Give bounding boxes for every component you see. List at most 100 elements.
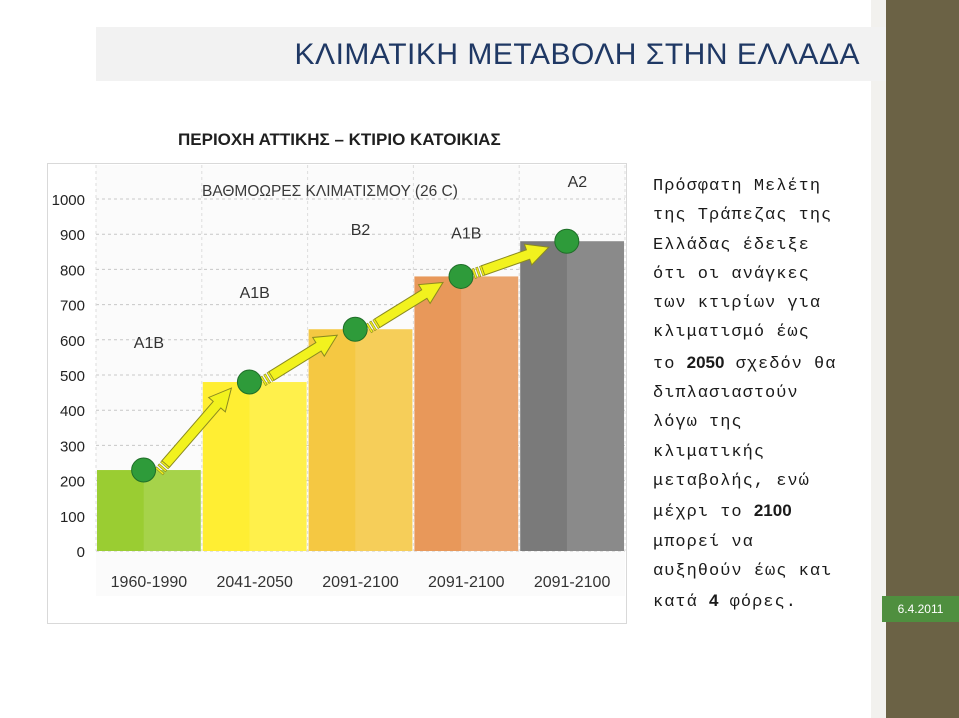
side-text-line: κατά 4 φόρες. (653, 586, 865, 617)
arrow-body (480, 243, 550, 276)
y-tick-label: 500 (60, 368, 85, 385)
y-tick-label: 700 (60, 298, 85, 315)
side-text-segment: της Τράπεζας της (653, 206, 833, 226)
title-bar (96, 27, 886, 81)
y-tick-label: 400 (60, 403, 85, 420)
side-text-segment: Πρόσφατη Μελέτη (653, 177, 822, 196)
value-marker (236, 369, 262, 395)
arrow-tail-stripe (475, 266, 482, 278)
bar-shade (461, 276, 519, 551)
side-text-segment: κατά (653, 593, 710, 613)
bar-chart: 0 100 200 300 400 500 600 700 800 900 1000 1960-19… (51, 165, 626, 591)
bar (97, 470, 201, 551)
x-tick-label: 2041-2050 (216, 574, 293, 591)
arrow-body (161, 387, 233, 469)
side-text-emphasis: 2050 (686, 352, 725, 372)
side-text-line: αυξηθούν έως και (653, 557, 865, 586)
bar-shade (249, 382, 307, 551)
arrow-tail-stripe (157, 463, 168, 473)
y-tick-label: 900 (60, 227, 85, 244)
side-text-segment: κλιματικής (653, 442, 766, 462)
arrow-tail-stripe (471, 268, 478, 279)
side-text-segment: το (653, 354, 687, 374)
side-text-segment: ότι οι ανάγκες (653, 264, 810, 284)
bar (202, 382, 307, 551)
side-text-line: διπλασιαστούν (653, 379, 865, 408)
side-text-segment: κλιματισμό έως (653, 323, 810, 343)
side-text-segment: διπλασιαστούν (653, 384, 799, 404)
trend-arrow (365, 281, 444, 334)
side-text-segment: αυξηθούν έως και (653, 561, 833, 581)
y-tick-label: 200 (60, 474, 85, 491)
scenario-label: B2 (351, 222, 371, 239)
chart-title: ΠΕΡΙΟΧΗ ΑΤΤΙΚΗΣ – ΚΤΙΡΙΟ ΚΑΤΟΙΚΙΑΣ (178, 130, 501, 149)
bar (414, 276, 519, 551)
x-tick-label: 2091-2100 (322, 574, 399, 591)
side-text-segment: λόγω της (653, 413, 743, 433)
arrow-tail-stripe (259, 375, 268, 386)
arrow-body (268, 334, 339, 381)
arrow-tail-stripe (479, 265, 486, 277)
side-text-line: μεταβολής, ενώ (653, 467, 865, 496)
arrow-tail-stripe (365, 322, 374, 334)
scenario-label: A1B (134, 335, 164, 352)
bar-shade (355, 329, 413, 551)
bar (308, 329, 413, 551)
arrow-tail-stripe (372, 318, 381, 329)
side-text-line: κλιματικής (653, 438, 865, 467)
date-badge (882, 596, 959, 622)
side-text-emphasis: 2100 (753, 501, 792, 521)
arrow-tail-stripe (263, 373, 272, 384)
y-tick-label: 800 (60, 262, 85, 279)
side-text-line: Ελλάδας έδειξε (653, 231, 865, 260)
slide-title: ΚΛΙΜΑΤΙΚΗ ΜΕΤΑΒΟΛΗ ΣΤΗΝ ΕΛΛΑΔΑ (294, 38, 860, 71)
y-tick-label: 300 (60, 438, 85, 455)
bar-shade (143, 470, 201, 551)
side-text-segment: σχεδόν θα (724, 354, 837, 374)
value-marker (554, 228, 580, 254)
arrow-tail-stripe (369, 320, 377, 332)
y-tick-label: 1000 (52, 192, 85, 209)
right-edge-strip (871, 0, 886, 718)
side-text-line: των κτιρίων για (653, 289, 865, 318)
value-marker (448, 263, 474, 289)
chart-subtitle: ΒΑΘΜΟΩΡΕΣ ΚΛΙΜΑΤΙΣΜΟΥ (26 C) (202, 183, 458, 200)
scenario-label: A1B (451, 225, 481, 242)
side-text-segment: μεταβολής, ενώ (653, 471, 810, 491)
side-text-segment: μέχρι το (653, 503, 754, 523)
side-text-line: το 2050 σχεδόν θα (653, 348, 865, 379)
value-marker (342, 316, 368, 342)
date-label: 6.4.2011 (897, 602, 944, 616)
side-text-segment: των κτιρίων για (653, 294, 822, 314)
side-text-segment: Ελλάδας έδειξε (653, 235, 810, 255)
side-text-segment: μπορεί να (653, 532, 754, 552)
side-text-emphasis: 4 (709, 591, 719, 611)
arrow-body (373, 281, 444, 329)
bar (520, 241, 624, 552)
side-text-line: ότι οι ανάγκες (653, 260, 865, 289)
trend-arrow (259, 334, 339, 386)
side-text-line: της Τράπεζας της (653, 201, 865, 230)
arrow-tail-stripe (160, 460, 170, 470)
side-text-segment: φόρες. (718, 593, 797, 613)
scenario-label: A2 (568, 174, 588, 191)
side-text-line: Πρόσφατη Μελέτη (653, 172, 865, 201)
y-tick-label: 600 (60, 333, 85, 350)
side-paragraph: Πρόσφατη Μελέτη της Τράπεζας της Ελλάδας έ… (653, 172, 865, 617)
x-tick-label: 2091-2100 (534, 574, 611, 591)
x-tick-label: 2091-2100 (428, 574, 505, 591)
y-tick-label: 0 (77, 544, 85, 561)
y-tick-label: 100 (60, 509, 85, 526)
side-text-line: μπορεί να (653, 528, 865, 557)
x-tick-label: 1960-1990 (111, 574, 188, 591)
side-text-line: κλιματισμό έως (653, 318, 865, 347)
arrow-tail-stripe (154, 466, 165, 476)
chart-frame (47, 163, 627, 624)
side-text-line: λόγω της (653, 408, 865, 437)
side-text-line: μέχρι το 2100 (653, 496, 865, 527)
trend-arrow (154, 387, 233, 476)
value-marker (131, 457, 157, 483)
bar-shade (566, 241, 624, 552)
trend-arrow (471, 243, 550, 279)
scenario-label: A1B (240, 285, 270, 302)
